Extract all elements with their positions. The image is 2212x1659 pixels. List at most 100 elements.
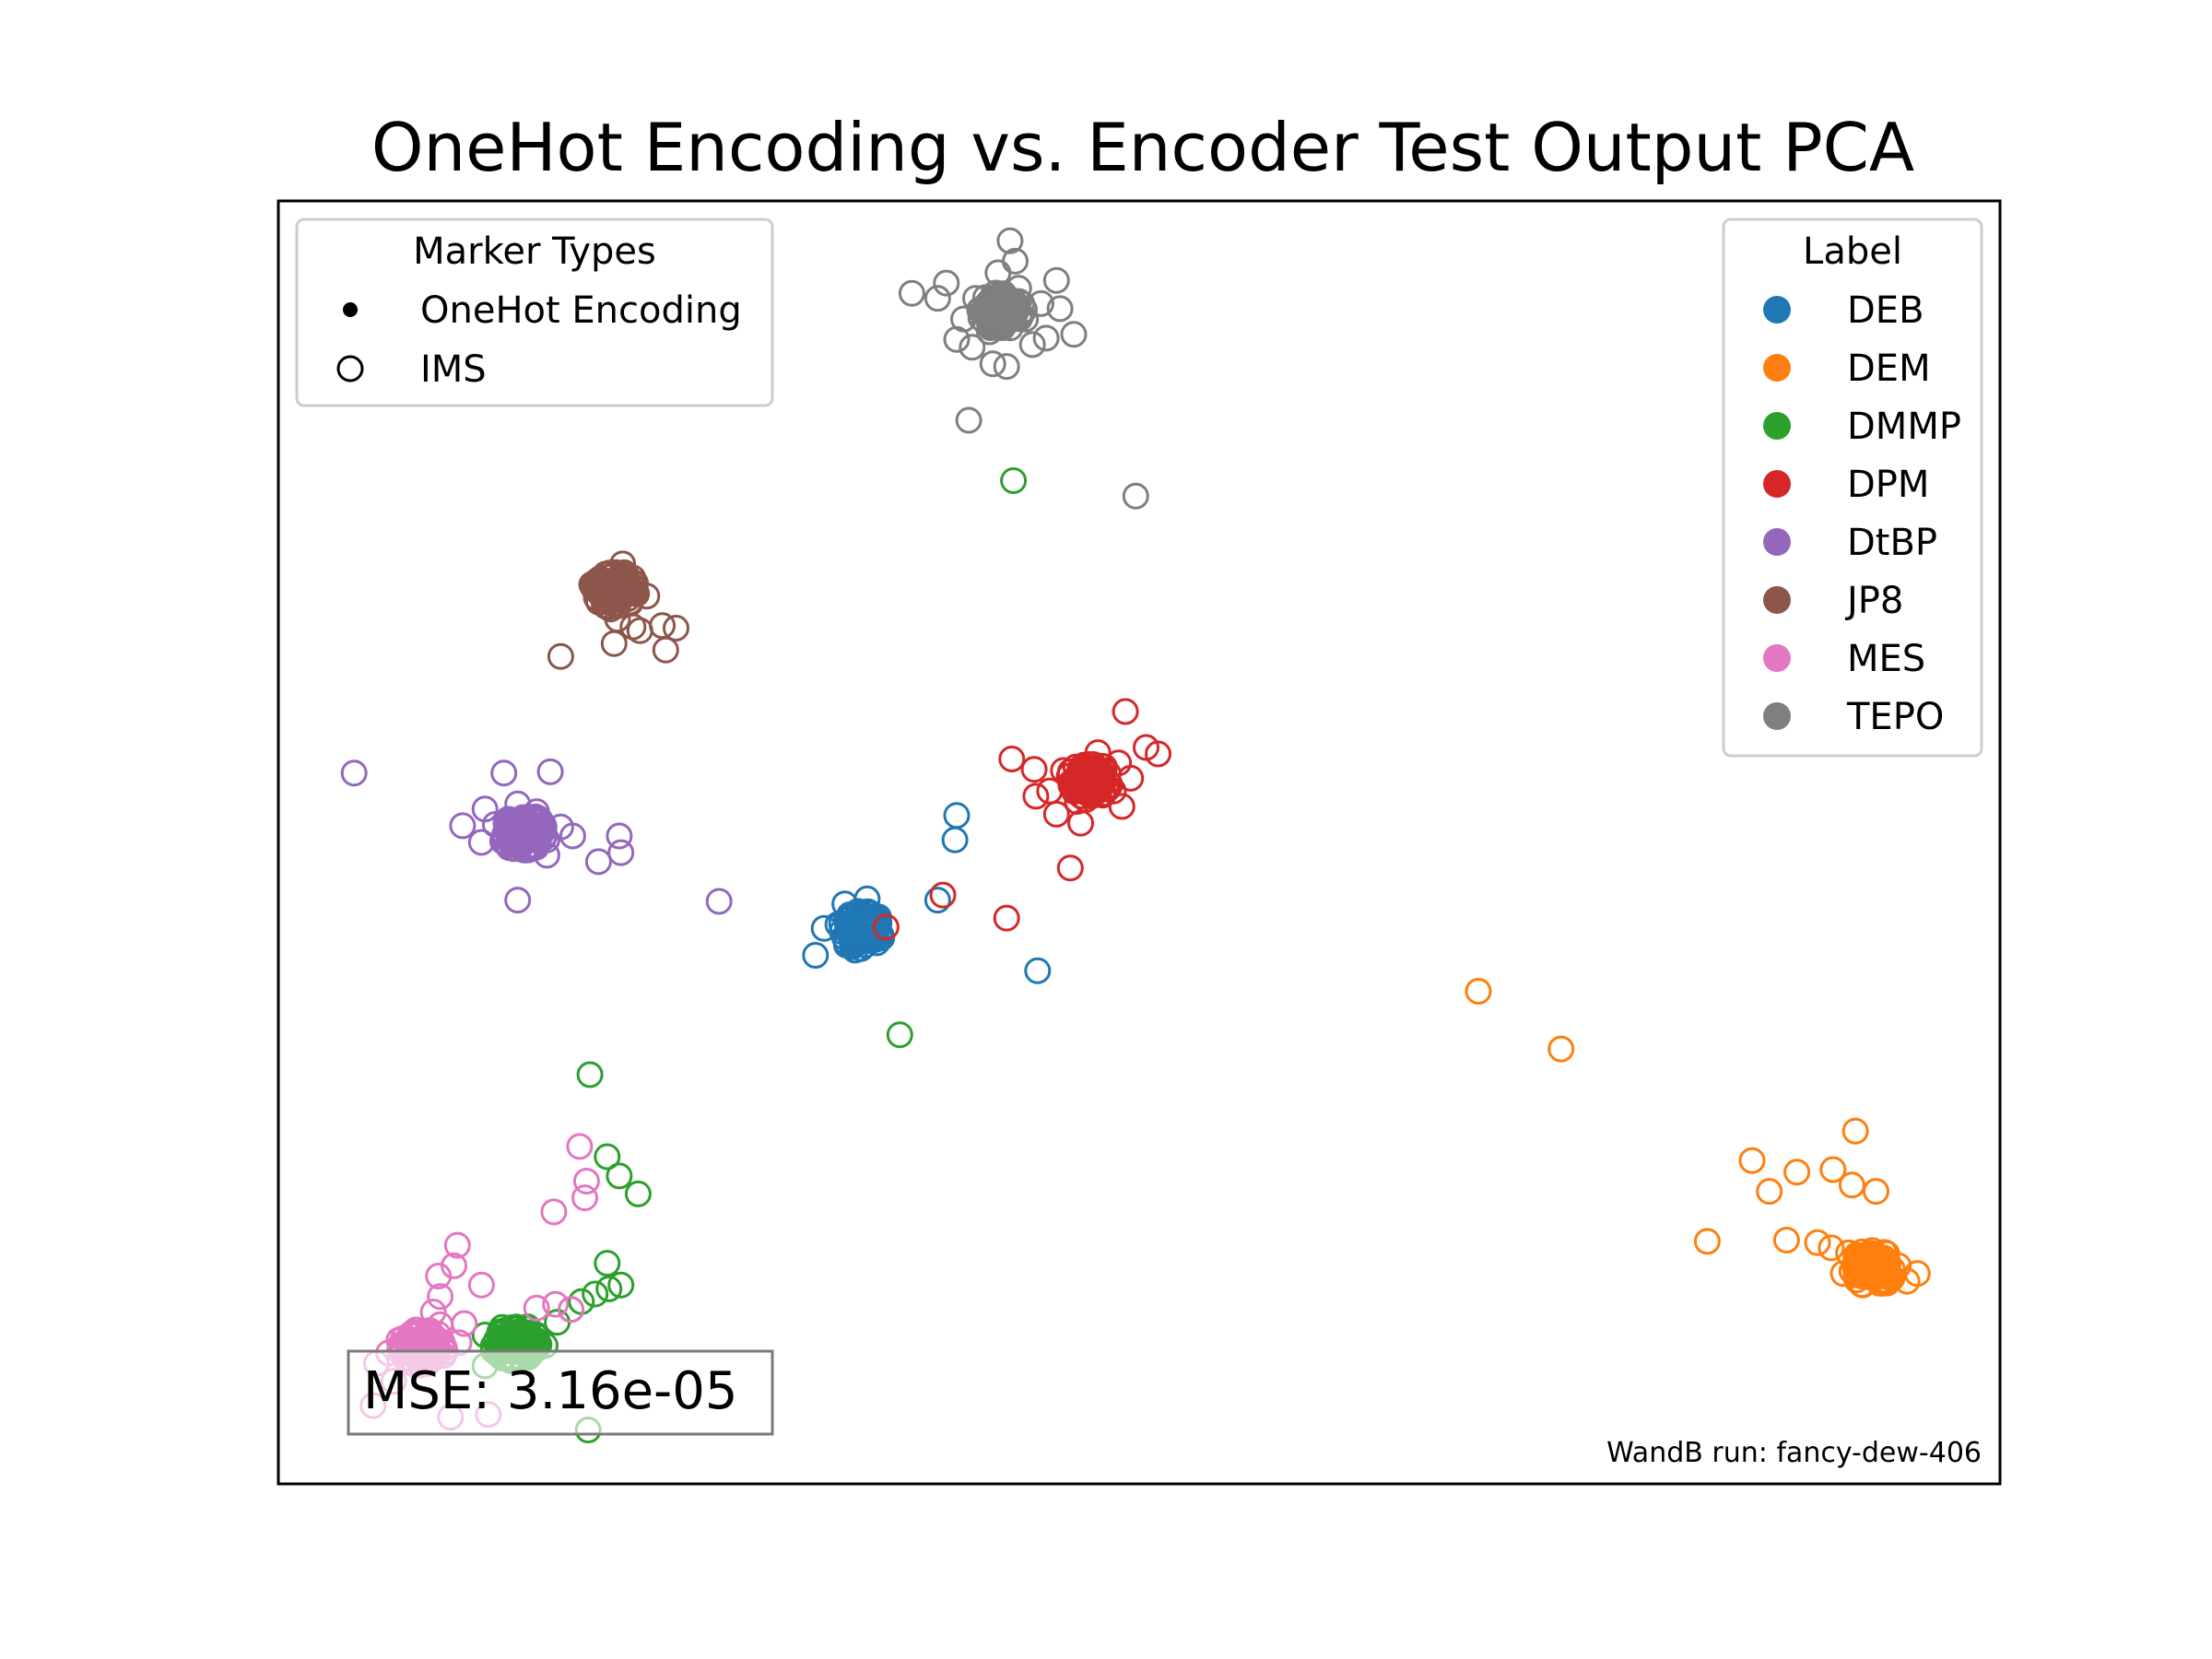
ims-point-dmmp [594,1250,621,1277]
ims-point-jp8 [626,617,653,644]
ims-point-mes [451,1310,478,1337]
legend-swatch-jp8 [1763,586,1791,614]
ims-point-dtbp [536,758,564,785]
mse-annotation-box [347,1349,774,1436]
legend-swatch-dmmp [1763,412,1791,440]
ims-point-dpm [998,746,1026,772]
ims-point-tepo [1002,247,1029,275]
hollow-marker-swatch [336,355,364,382]
ims-point-dem [1819,1156,1847,1183]
ims-point-dem [1547,1035,1575,1063]
ims-point-jp8 [600,629,628,657]
ims-point-mes [523,1294,550,1322]
marker-types-legend: Marker Types OneHot Encoding IMS [295,218,774,407]
ims-point-dem [1465,978,1492,1005]
ims-point-dem [1863,1178,1889,1206]
legend-label-jp8: JP8 [1844,580,1903,622]
ims-point-dmmp [606,1162,633,1190]
ims-point-dmmp [1000,467,1028,494]
ims-point-dpm [929,881,957,909]
ims-point-dpm [1117,764,1145,792]
onehot-point-dtbp [495,809,551,854]
legend-swatch-tepo [1763,702,1791,730]
ims-point-mes [558,1296,585,1324]
onehot-point-tepo [973,288,1030,334]
ims-point-dpm [1022,782,1050,810]
series-dpm [872,698,1171,941]
ims-point-deb [1024,957,1052,984]
ims-point-dtbp [607,839,635,866]
ims-point-dmmp [607,1271,635,1299]
series-dem [1465,978,1931,1299]
ims-point-dem [1818,1234,1845,1262]
onehot-point-deb [834,907,890,952]
ims-point-mes [542,1290,570,1318]
ims-point-dem [1903,1260,1931,1288]
ims-point-dtbp [490,759,518,787]
series-tepo [898,227,1149,510]
ims-point-tepo [979,350,1006,378]
ims-point-dem [1693,1228,1721,1255]
ims-point-dmmp [886,1021,913,1049]
wandb-run-note: WandB run: fancy-dew-406 [1606,1437,1982,1469]
label-legend-entries: DEB DEM DMMP DPM DtBP JP8 MES TEPO [1763,289,1961,738]
legend-label-tepo: TEPO [1846,696,1944,738]
ims-point-dpm [872,913,900,941]
label-legend-title: Label [1803,230,1902,273]
ims-point-tepo [1018,331,1046,359]
ims-point-mes [419,1299,447,1325]
ims-point-tepo [1028,289,1054,317]
ims-point-dem [1841,1117,1869,1145]
ims-point-tepo [996,227,1024,254]
ims-point-dem [1756,1178,1783,1206]
ims-point-mes [443,1231,471,1259]
chart-title: OneHot Encoding vs. Encoder Test Output … [371,109,1914,186]
ims-point-dpm [1067,809,1094,837]
series-deb [802,802,1052,984]
ims-point-jp8 [663,615,689,641]
ims-point-dpm [993,904,1020,932]
ims-point-dtbp [533,841,560,869]
legend-label-mes: MES [1847,638,1925,680]
ims-point-mes [566,1133,594,1160]
ims-point-dpm [1112,698,1139,725]
series-dtbp [340,758,733,915]
ims-point-dtbp [504,887,532,914]
ims-point-dtbp [559,822,586,850]
ims-point-tepo [993,353,1020,381]
legend-label-dpm: DPM [1847,464,1929,506]
marker-legend-entry-ims: IMS [420,348,487,391]
ims-point-dem [1772,1227,1800,1253]
ims-point-mes [467,1271,495,1299]
ims-point-dem [1738,1147,1766,1174]
legend-swatch-dpm [1763,470,1791,498]
ims-point-dtbp [606,822,633,850]
ims-point-dtbp [340,759,368,787]
ims-point-dpm [1020,756,1048,783]
legend-swatch-deb [1763,296,1791,324]
onehot-point-dem [1844,1246,1900,1291]
ims-point-dmmp [594,1143,621,1171]
ims-point-tepo [898,279,925,307]
ims-point-mes [540,1198,568,1226]
legend-label-dtbp: DtBP [1847,522,1937,564]
ims-point-deb [924,887,951,914]
legend-label-dmmp: DMMP [1847,406,1961,448]
ims-point-dmmp [582,1280,609,1308]
ims-point-deb [943,802,971,830]
ims-point-dtbp [449,812,477,840]
ims-point-mes [571,1184,598,1212]
ims-point-mes [572,1168,600,1194]
ims-point-dpm [1108,793,1135,820]
ims-point-dmmp [576,1061,604,1088]
label-legend-frame [1722,218,1983,758]
ims-point-tepo [1042,266,1070,294]
series-jp8 [547,550,689,670]
filled-marker-swatch [343,302,358,317]
ims-point-dmmp [624,1180,652,1207]
ims-point-tepo [1122,482,1149,510]
ims-point-tepo [1032,324,1060,352]
ims-point-dpm [1042,800,1070,828]
marker-legend-entry-onehot: OneHot Encoding [420,289,742,332]
ims-point-tepo [1060,321,1088,348]
